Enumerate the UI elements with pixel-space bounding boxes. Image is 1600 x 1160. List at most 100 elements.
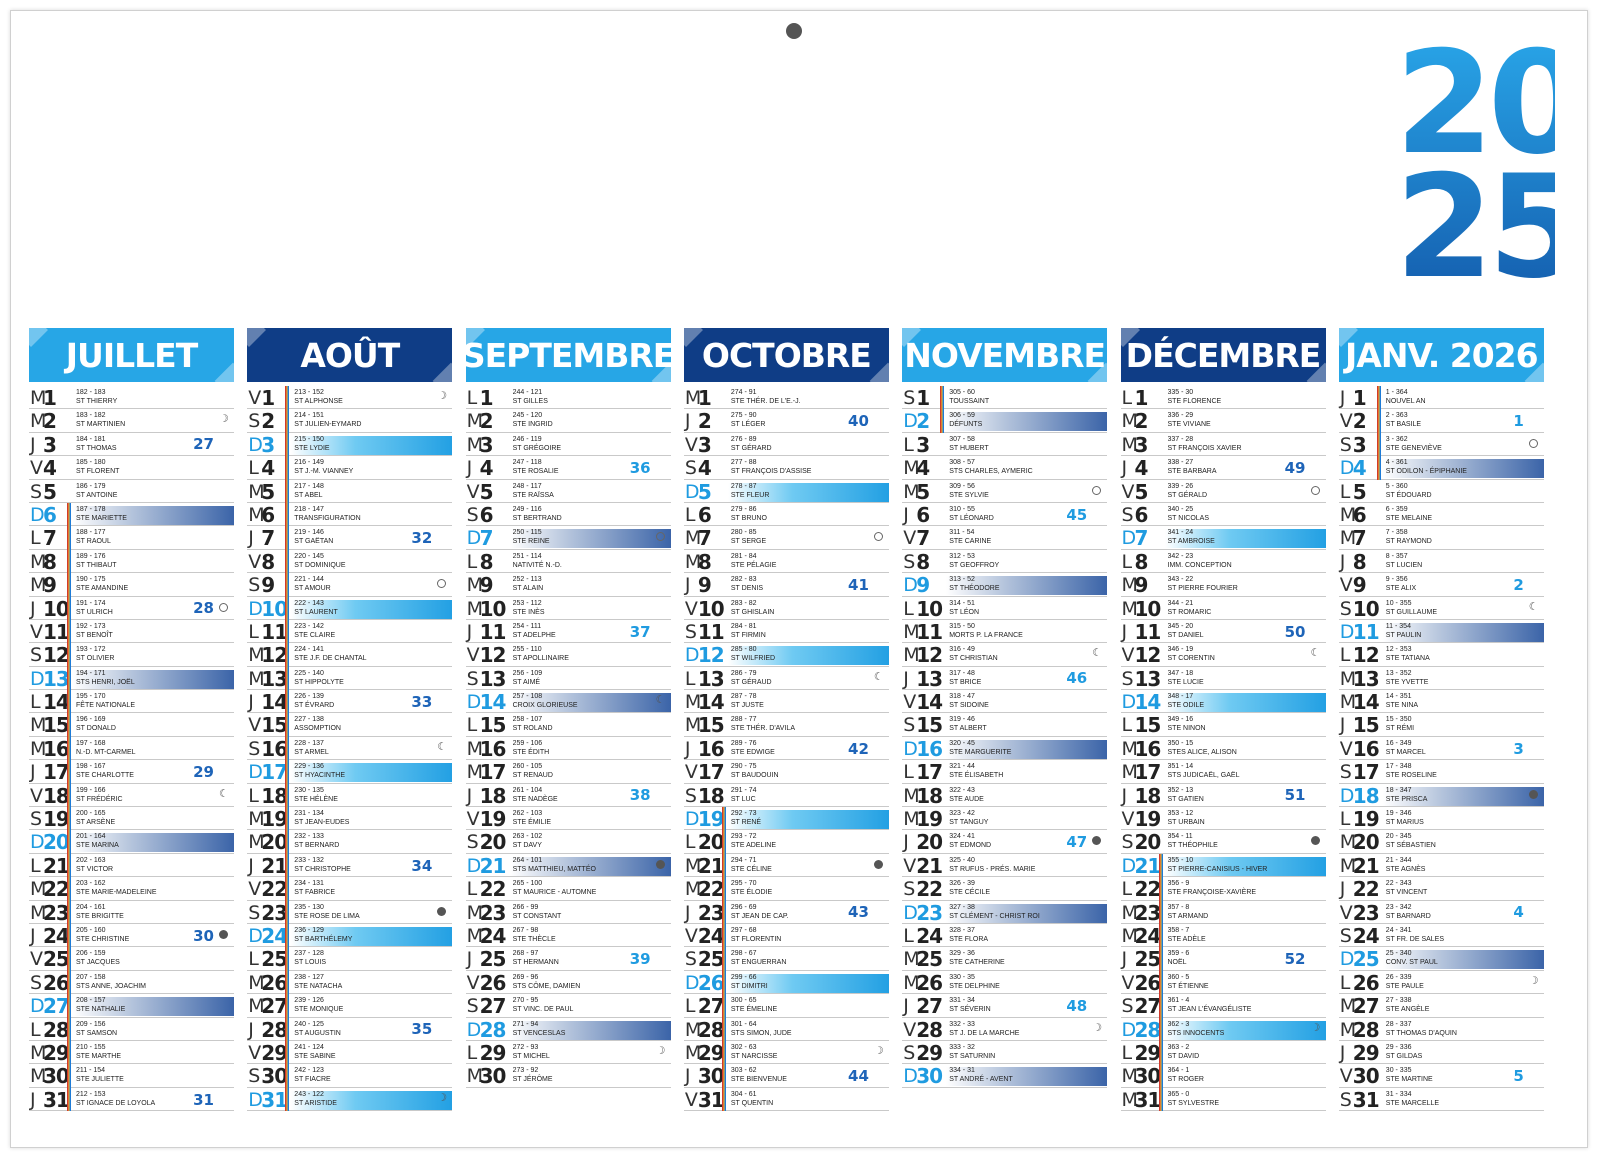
day-row: L 6 279 - 86 ST BRUNO	[683, 503, 889, 527]
day-info: 257 - 108 CROIX GLORIEUSE	[513, 692, 663, 710]
day-info: 292 - 73 ST RENÉ	[731, 809, 881, 827]
day-number: 30	[1134, 1064, 1162, 1089]
saint-name: ST JÉRÔME	[512, 1076, 553, 1084]
weekday-letter: L	[1121, 878, 1133, 901]
saint-name: ST IGNACE DE LOYOLA	[76, 1099, 156, 1107]
day-count: 355 - 10	[1167, 856, 1194, 864]
day-info: 207 - 158 STS ANNE, JOACHIM	[76, 973, 226, 991]
day-count: 29 - 336	[1385, 1043, 1412, 1051]
saint-name: STE MARCELLE	[1385, 1099, 1440, 1107]
day-info: 215 - 150 STE LYDIE	[294, 435, 444, 453]
day-number: 30	[479, 1064, 507, 1089]
day-number: 21	[1134, 853, 1162, 878]
day-count: 301 - 64	[730, 1020, 757, 1028]
day-number: 20	[261, 830, 288, 855]
day-info: 326 - 39 STE CÉCILE	[949, 879, 1099, 897]
weekday-letter: M	[1121, 1065, 1138, 1088]
day-row: J 20 324 - 41 ST EDMOND	[902, 830, 1108, 854]
day-count: 243 - 122	[294, 1090, 324, 1098]
day-number: 25	[1352, 947, 1380, 972]
weekday-letter: S	[466, 667, 479, 690]
month-column: SEPTEMBRE L 1 244 - 121 ST GILLES M 2 245 - 120…	[465, 328, 671, 1136]
day-count: 190 - 175	[76, 576, 106, 584]
day-row: J 13 317 - 48 ST BRICE	[902, 667, 1108, 691]
weekday-letter: M	[1121, 737, 1138, 760]
weekday-letter: L	[466, 387, 478, 409]
day-number: 23	[697, 900, 725, 925]
day-count: 11 - 354	[1385, 622, 1411, 630]
day-row: M 22 203 - 162 STE MARIE-MADELEINE	[29, 877, 234, 901]
saint-name: STS SIMON, JUDE	[730, 1029, 792, 1037]
day-row: J 30 303 - 62 STE BIENVENUE	[683, 1064, 889, 1088]
weekday-letter: D	[248, 761, 263, 784]
moon-phase-icon	[1092, 836, 1102, 846]
weekday-letter: L	[30, 527, 41, 550]
saint-name: NATIVITÉ N.-D.	[512, 561, 562, 569]
day-info: 275 - 90 ST LÉGER	[731, 411, 881, 429]
day-info: 316 - 49 ST CHRISTIAN	[949, 645, 1099, 663]
saint-name: STE ROSALIE	[512, 468, 559, 476]
saint-name: ST LÉONARD	[949, 514, 994, 522]
day-row: M 13 225 - 140 ST HIPPOLYTE	[247, 667, 453, 691]
day-number: 26	[697, 970, 725, 995]
week-number: 41	[848, 575, 869, 594]
holiday-strip	[1158, 854, 1163, 1112]
day-count: 263 - 102	[512, 833, 543, 841]
day-row: V 23 23 - 342 ST BARNARD	[1338, 901, 1544, 924]
day-row: M 30 364 - 1 ST ROGER	[1120, 1064, 1326, 1089]
day-row: S 13 256 - 109 ST AIMÉ	[465, 667, 671, 691]
day-count: 343 - 22	[1167, 576, 1194, 584]
saint-name: ST SIDOINE	[949, 702, 989, 710]
day-info: 210 - 155 STE MARTHE	[76, 1043, 226, 1061]
day-number: 18	[43, 783, 70, 808]
day-count: 323 - 42	[949, 810, 975, 818]
saint-name: ST GUILLAUME	[1385, 608, 1438, 616]
weekday-letter: S	[30, 971, 43, 994]
saint-name: ST FIRMIN	[730, 631, 766, 639]
day-info: 27 - 338 STE ANGÈLE	[1386, 996, 1536, 1014]
day-info: 205 - 160 STE CHRISTINE	[76, 926, 226, 944]
saint-name: ST PIERRE FOURIER	[1167, 585, 1238, 593]
day-row: M 10 344 - 21 ST ROMARIC	[1120, 597, 1326, 620]
day-row: L 3 307 - 58 ST HUBERT	[902, 433, 1108, 457]
sunday-highlight	[946, 576, 1108, 596]
saint-name: ST ROMARIC	[1167, 608, 1212, 616]
day-row: D 18 18 - 347 STE PRISCA	[1338, 784, 1544, 808]
weekday-letter: M	[466, 737, 483, 760]
weekday-letter: V	[1121, 808, 1135, 831]
day-info: 350 - 15 STES ALICE, ALISON	[1168, 739, 1318, 757]
saint-name: ST ALAIN	[512, 585, 544, 593]
day-number: 6	[261, 502, 275, 527]
weekday-letter: L	[903, 597, 914, 620]
weekday-letter: J	[1121, 620, 1128, 643]
weekday-letter: M	[1121, 597, 1138, 620]
day-info: 285 - 80 ST WILFRIED	[731, 645, 881, 663]
day-info: 5 - 360 ST ÉDOUARD	[1386, 482, 1536, 500]
day-row: S 23 235 - 130 STE ROSE DE LIMA	[247, 901, 453, 924]
day-row: M 1 274 - 91 STE THÉR. DE L'E.-J.	[683, 386, 889, 410]
day-info: 192 - 173 ST BENOÎT	[76, 622, 226, 640]
weekday-letter: S	[903, 387, 916, 409]
day-row: D 10 222 - 143 ST LAURENT	[247, 597, 453, 620]
day-number: 6	[43, 502, 57, 527]
saint-name: ST JUSTE	[730, 702, 764, 710]
saint-name: ST NICOLAS	[1167, 514, 1210, 522]
day-info: 258 - 107 ST ROLAND	[513, 715, 663, 733]
day-count: 319 - 46	[949, 716, 975, 724]
day-count: 16 - 349	[1385, 739, 1412, 747]
day-count: 302 - 63	[730, 1043, 757, 1051]
weekday-letter: M	[903, 480, 920, 503]
day-info: 21 - 344 STE AGNÈS	[1386, 856, 1536, 874]
saint-name: ST VINC. DE PAUL	[512, 1006, 574, 1014]
weekday-letter: M	[466, 924, 483, 947]
weekday-letter: D	[30, 667, 45, 690]
day-number: 3	[479, 432, 494, 457]
day-info: 256 - 109 ST AIMÉ	[513, 669, 663, 687]
day-info: 343 - 22 ST PIERRE FOURIER	[1168, 575, 1318, 593]
day-count: 209 - 156	[76, 1020, 106, 1028]
weekday-letter: J	[248, 1018, 254, 1041]
day-number: 5	[1352, 479, 1367, 504]
day-row: S 10 10 - 355 ST GUILLAUME	[1338, 597, 1544, 620]
day-count: 233 - 132	[294, 856, 324, 864]
